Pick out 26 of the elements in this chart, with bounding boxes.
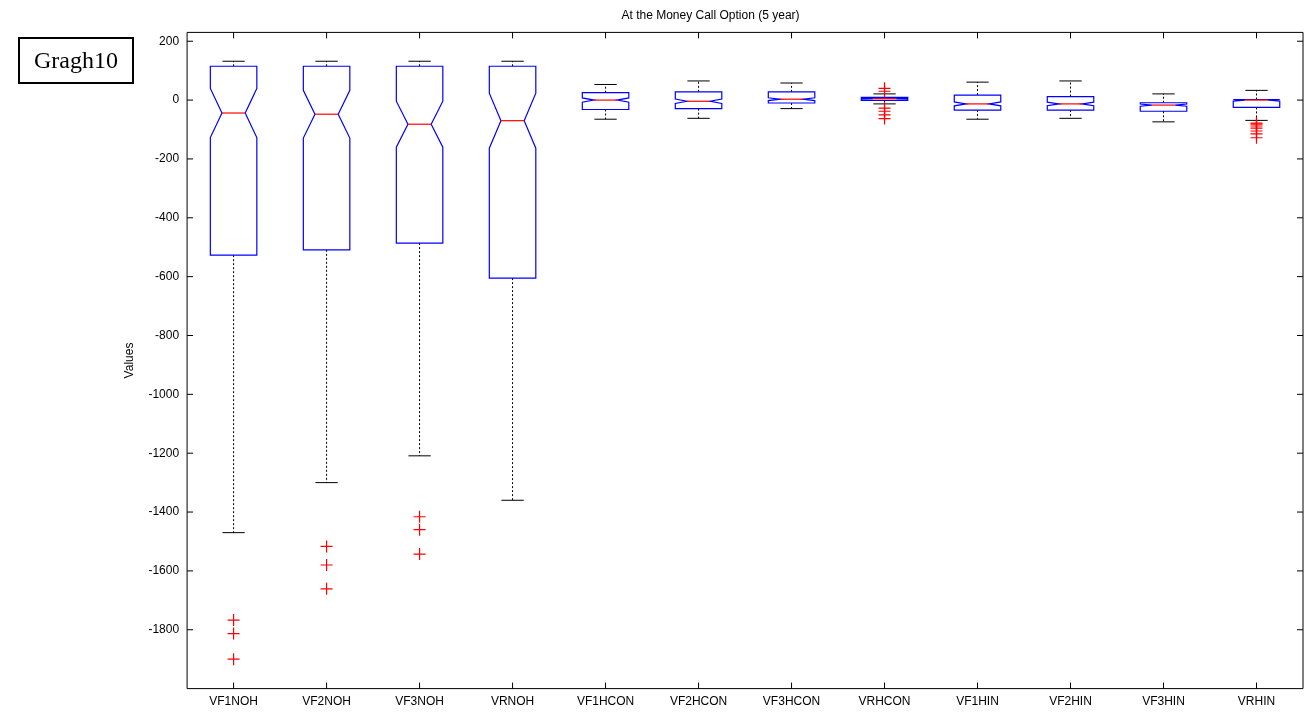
x-tick-label: VRNOH bbox=[490, 694, 535, 709]
x-tick-label: VF3HIN bbox=[1142, 694, 1185, 709]
y-tick-label: -1800 bbox=[148, 622, 180, 637]
y-tick-label: -1000 bbox=[148, 386, 180, 401]
x-tick-label: VRHIN bbox=[1237, 694, 1276, 709]
chart-title: At the Money Call Option (5 year) bbox=[621, 7, 800, 22]
x-tick-label: VF1HIN bbox=[956, 694, 999, 709]
y-tick-label: -400 bbox=[155, 210, 180, 225]
x-tick-label: VF3NOH bbox=[395, 694, 444, 709]
x-tick-label: VF1NOH bbox=[209, 694, 258, 709]
x-tick-label: VRHCON bbox=[858, 694, 911, 709]
y-tick-label: 0 bbox=[172, 92, 180, 107]
x-tick-label: VF1HCON bbox=[576, 694, 635, 709]
x-tick-label: VF3HCON bbox=[762, 694, 821, 709]
y-axis-title: Values bbox=[121, 342, 136, 379]
y-tick-label: -1400 bbox=[148, 504, 180, 519]
text: Gragh10 bbox=[18, 37, 134, 84]
y-tick-label: -1600 bbox=[148, 563, 180, 578]
y-tick-label: 200 bbox=[159, 33, 180, 48]
y-tick-label: -200 bbox=[155, 151, 180, 166]
y-tick-label: -1200 bbox=[148, 445, 180, 460]
y-tick-label: -600 bbox=[155, 268, 180, 283]
x-tick-label: VF2HCON bbox=[669, 694, 728, 709]
y-tick-label: -800 bbox=[155, 327, 180, 342]
x-tick-label: VF2HIN bbox=[1049, 694, 1092, 709]
x-tick-label: VF2NOH bbox=[302, 694, 351, 709]
